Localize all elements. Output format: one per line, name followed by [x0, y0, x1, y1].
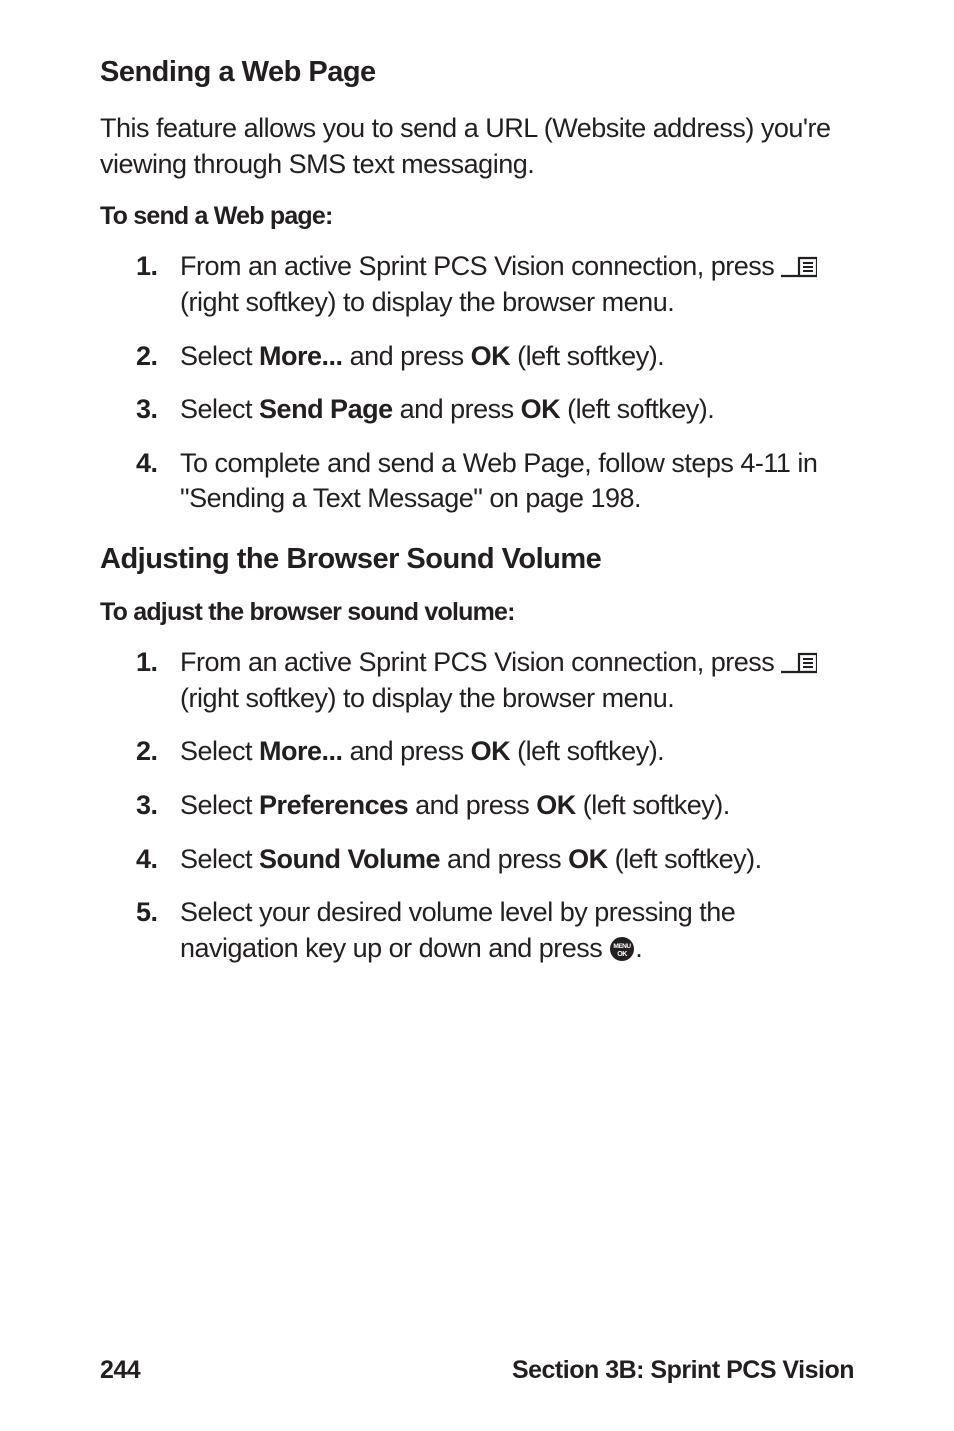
steps-list: From an active Sprint PCS Vision connect… [100, 645, 854, 966]
menu-ok-icon: MENUOK [609, 936, 635, 962]
step-text: From an active Sprint PCS Vision connect… [180, 251, 781, 281]
step-item: To complete and send a Web Page, follow … [136, 446, 854, 517]
step-text: and press [440, 844, 568, 874]
step-bold: Preferences [259, 790, 408, 820]
step-text: (left softkey). [608, 844, 762, 874]
step-text: (left softkey). [576, 790, 730, 820]
page-number: 244 [100, 1356, 140, 1385]
step-text: To complete and send a Web Page, follow … [180, 448, 817, 514]
step-text: and press [343, 736, 471, 766]
step-text: Select [180, 394, 259, 424]
step-bold: More... [259, 736, 343, 766]
step-text: (left softkey). [510, 736, 664, 766]
step-text: and press [393, 394, 521, 424]
svg-text:OK: OK [618, 951, 628, 958]
step-text: (right softkey) to display the browser m… [180, 683, 674, 713]
step-text: Select [180, 844, 259, 874]
step-bold: OK [471, 341, 511, 371]
step-text: Select [180, 736, 259, 766]
procedure-label: To adjust the browser sound volume: [100, 598, 854, 627]
step-bold: Sound Volume [259, 844, 440, 874]
section-heading: Sending a Web Page [100, 56, 854, 89]
step-item: Select More... and press OK (left softke… [136, 734, 854, 770]
step-text: and press [343, 341, 471, 371]
step-item: Select Send Page and press OK (left soft… [136, 392, 854, 428]
section-label: Section 3B: Sprint PCS Vision [512, 1356, 854, 1385]
step-text: . [635, 933, 642, 963]
steps-list: From an active Sprint PCS Vision connect… [100, 249, 854, 517]
step-item: Select your desired volume level by pres… [136, 895, 854, 966]
svg-text:MENU: MENU [614, 943, 632, 950]
step-bold: OK [568, 844, 608, 874]
step-bold: Send Page [259, 394, 393, 424]
step-bold: OK [521, 394, 561, 424]
step-item: Select More... and press OK (left softke… [136, 339, 854, 375]
step-item: Select Preferences and press OK (left so… [136, 788, 854, 824]
step-text: From an active Sprint PCS Vision connect… [180, 647, 781, 677]
step-item: From an active Sprint PCS Vision connect… [136, 249, 854, 320]
step-bold: More... [259, 341, 343, 371]
menu-icon [781, 648, 817, 670]
intro-text: This feature allows you to send a URL (W… [100, 111, 854, 182]
step-bold: OK [471, 736, 511, 766]
section-heading: Adjusting the Browser Sound Volume [100, 543, 854, 576]
step-text: Select your desired volume level by pres… [180, 897, 735, 963]
step-text: Select [180, 341, 259, 371]
procedure-label: To send a Web page: [100, 202, 854, 231]
page-footer: 244 Section 3B: Sprint PCS Vision [100, 1356, 854, 1385]
step-bold: OK [536, 790, 576, 820]
step-text: Select [180, 790, 259, 820]
step-text: (right softkey) to display the browser m… [180, 287, 674, 317]
step-item: From an active Sprint PCS Vision connect… [136, 645, 854, 716]
step-item: Select Sound Volume and press OK (left s… [136, 842, 854, 878]
step-text: and press [408, 790, 536, 820]
menu-icon [781, 252, 817, 274]
step-text: (left softkey). [510, 341, 664, 371]
step-text: (left softkey). [560, 394, 714, 424]
